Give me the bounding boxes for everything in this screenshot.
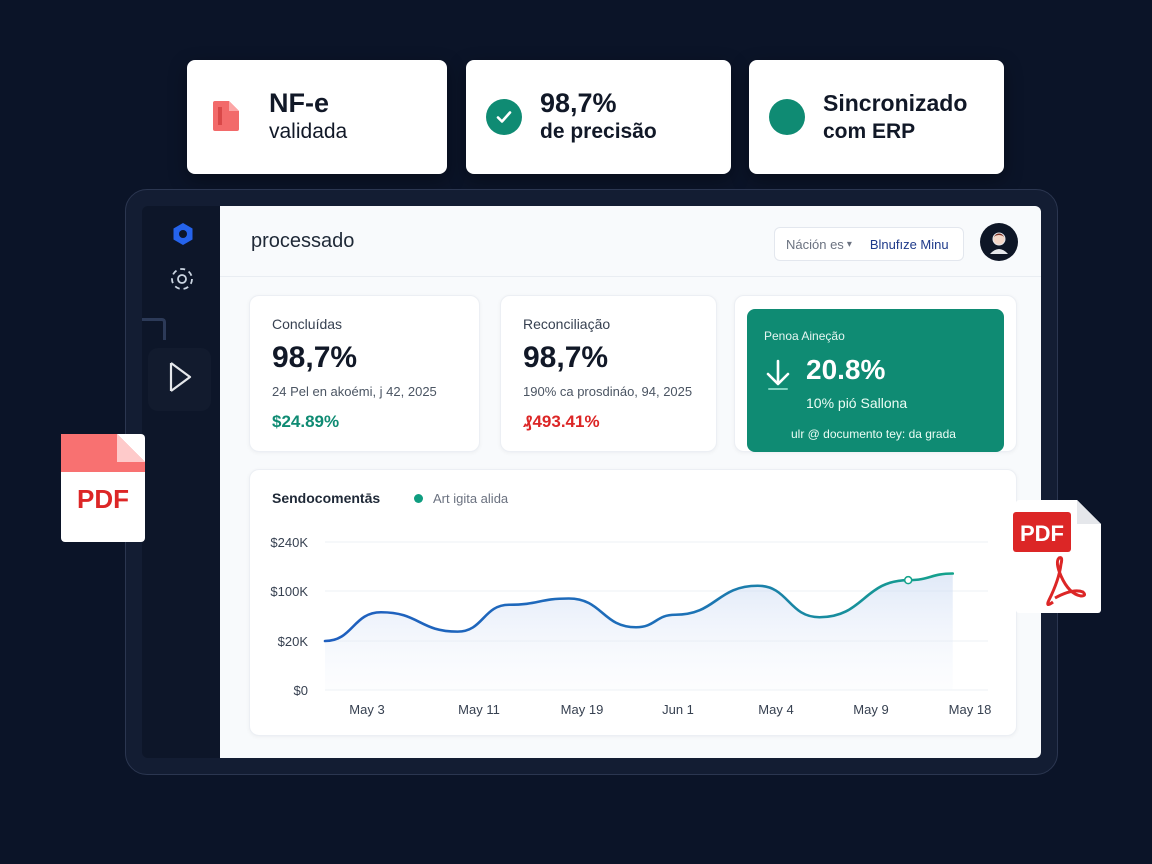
chart-series-line [323, 572, 955, 643]
y-tick-label: $240K [270, 535, 308, 550]
pdf-label: PDF [77, 484, 129, 514]
card-subtext: 24 Pel en akoémi, j 42, 2025 [272, 384, 437, 399]
badge-subtitle: com ERP [823, 120, 916, 143]
sidebar [142, 206, 220, 758]
scan-face-icon[interactable] [168, 265, 196, 293]
card-label: Penoa Aineção [764, 329, 845, 343]
pdf-file-icon-right: PDF [1013, 498, 1103, 614]
legend-label: Art igita alida [433, 491, 509, 506]
card-label: Concluídas [272, 316, 343, 332]
chevron-down-icon[interactable]: ▾ [846, 238, 852, 250]
stat-card-concluidas: Concluídas 98,7% 24 Pel en akoémi, j 42,… [249, 295, 480, 452]
document-icon [209, 97, 245, 138]
badge-subtitle: de precisão [540, 120, 657, 143]
badge-erp-sync: Sincronizado com ERP [749, 60, 1004, 174]
badge-nfe-validada: NF-e validada [187, 60, 447, 174]
y-tick-label: $20K [278, 634, 309, 649]
x-tick-label: Jun 1 [662, 702, 694, 717]
chart-area-fill [325, 573, 953, 690]
y-tick-label: $100K [270, 584, 308, 599]
page-title: processado [251, 230, 355, 252]
card-change: $24.89% [272, 412, 340, 431]
chart-data-point[interactable] [903, 575, 913, 585]
main-screen: processado Náción es ▾ Blnufıze Minu Con… [220, 206, 1041, 758]
chart-plot: $0 $20K $100K $240K May 3 May 11 May 19 Jun 1 Ma… [270, 535, 992, 717]
card-value: 98,7% [523, 341, 609, 374]
filter-action-button[interactable]: Blnufıze Minu [869, 236, 949, 252]
chart-legend: Art igita alida [414, 491, 508, 506]
header-divider [220, 276, 1041, 277]
card-value: 20.8% [806, 354, 886, 385]
check-circle-icon [486, 99, 522, 135]
card-subtext: 190% ca prosdináo, 94, 2025 [523, 384, 693, 399]
chart-title: Sendocomentās [272, 490, 381, 506]
y-tick-label: $0 [294, 683, 308, 698]
stat-card-reconciliacao: Reconciliação 98,7% 190% ca prosdináo, 9… [500, 295, 717, 452]
x-tick-label: May 3 [349, 702, 384, 717]
pdf-label: PDF [1020, 521, 1064, 546]
card-label: Reconciliação [523, 316, 611, 332]
x-tick-label: May 18 [949, 702, 992, 717]
x-tick-label: May 19 [561, 702, 604, 717]
gear-icon[interactable] [170, 221, 196, 247]
x-tick-label: May 11 [458, 702, 500, 717]
play-button[interactable] [148, 348, 211, 411]
x-tick-label: May 9 [853, 702, 888, 717]
badge-precision: 98,7% de precisão [466, 60, 731, 174]
highlight-card: Penoa Aineção 20.8% 10% pió Sallona ulr … [747, 309, 1004, 452]
filter-select[interactable]: Náción es [786, 236, 844, 252]
filter-toolbar: Náción es ▾ Blnufıze Minu [774, 227, 964, 261]
badge-subtitle: validada [269, 120, 348, 143]
avatar[interactable] [980, 223, 1018, 261]
arrow-down-icon [763, 357, 793, 396]
card-value: 98,7% [272, 341, 358, 374]
card-subtext: 10% pió Sallona [806, 395, 908, 411]
chart-card: Sendocomentās Art igita alida $0 $20K $100… [249, 469, 1017, 736]
badge-title: Sincronizado [823, 90, 968, 116]
play-icon [166, 359, 194, 400]
x-tick-label: May 4 [758, 702, 793, 717]
sidebar-divider [142, 318, 166, 340]
card-change: ₰493.41% [523, 412, 600, 431]
card-footer: ulr @ documento tey: da grada [791, 427, 956, 441]
badge-title: 98,7% [540, 88, 617, 118]
badge-title: NF-e [269, 88, 329, 118]
pdf-file-icon-left: PDF [58, 430, 146, 544]
status-dot-icon [769, 99, 805, 135]
legend-dot-icon [414, 494, 423, 503]
